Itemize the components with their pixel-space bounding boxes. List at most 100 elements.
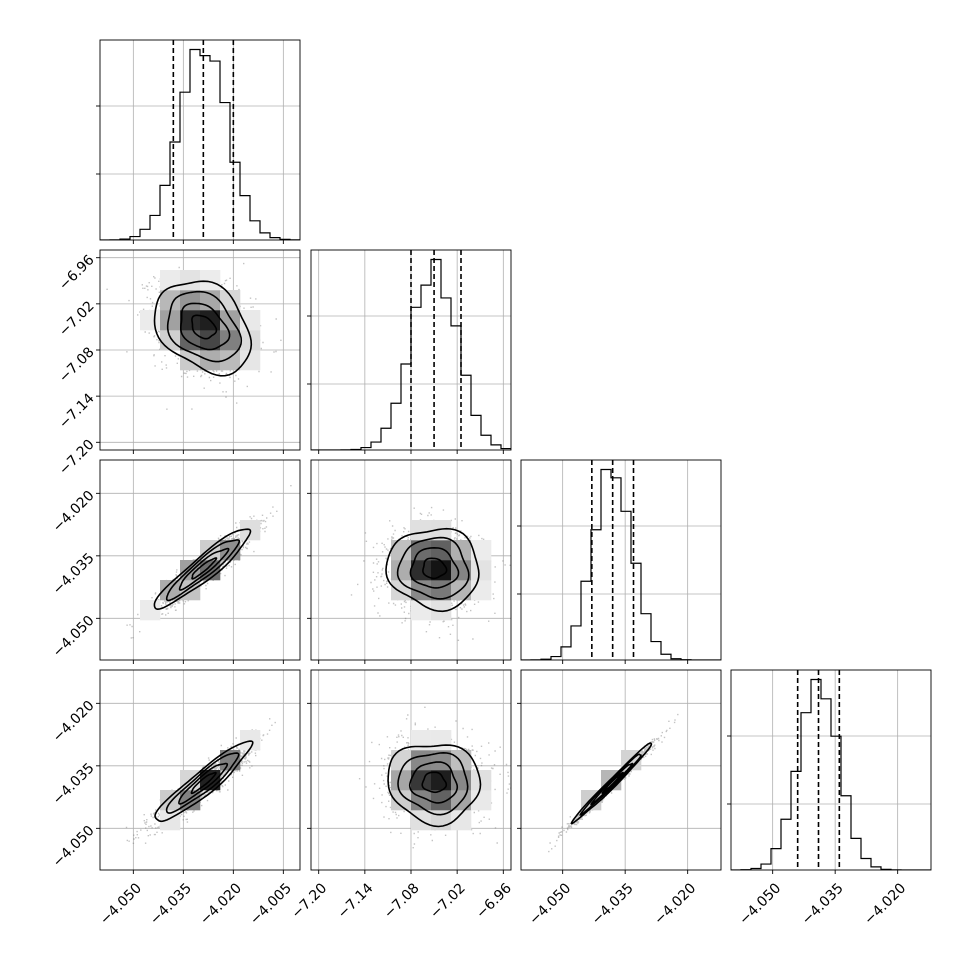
contour-2-1-1 — [409, 546, 460, 589]
xtick-label-0-1: −4.035 — [147, 880, 195, 928]
xtick-label-1-0: −7.20 — [289, 880, 331, 922]
density-cell-2-1-7-5 — [451, 540, 472, 561]
density-cell-2-1-6-4 — [431, 560, 452, 581]
density-cell-2-1-6-6 — [431, 520, 452, 541]
xtick-label-3-1: −4.035 — [799, 880, 847, 928]
density-cell-1-0-6-4 — [220, 350, 241, 371]
density-cell-1-0-3-6 — [160, 310, 181, 331]
density-cell-3-1-8-4 — [471, 770, 492, 791]
xtick-label-3-0: −4.050 — [736, 880, 784, 928]
contour-2-1-0 — [422, 557, 448, 580]
panel-1-0: −7.20 −7.14−7.08−7.02−6.96 — [56, 249, 301, 479]
panel-3-3: −4.050 −4.035 −4.020 — [727, 669, 932, 928]
contour-3-1-1 — [408, 761, 459, 804]
xtick-label-2-2: −4.020 — [651, 880, 699, 928]
contour-2-0-1 — [178, 547, 230, 591]
xtick-label-3-2: −4.020 — [861, 880, 909, 928]
density-cell-3-1-6-3 — [431, 790, 452, 811]
density-cell-2-1-4-4 — [391, 560, 412, 581]
contour-3-2-1 — [590, 762, 634, 806]
density-cell-3-1-6-5 — [431, 750, 452, 771]
density-cell-2-1-5-2 — [411, 600, 432, 621]
xtick-label-1-2: −7.08 — [381, 880, 423, 922]
ytick-label-1-1: −7.14 — [56, 390, 98, 432]
xtick-label-2-1: −4.035 — [589, 880, 637, 928]
xtick-label-1-3: −7.02 — [427, 880, 469, 922]
xtick-label-1-1: −7.14 — [335, 880, 377, 922]
density-cell-3-0-6-5 — [220, 750, 241, 771]
density-cell-3-1-4-5 — [391, 750, 412, 771]
xtick-label-0-3: −4.005 — [247, 880, 295, 928]
panel-frame-3-2 — [520, 669, 722, 871]
contour-1-0-0 — [191, 314, 218, 340]
density-cell-1-0-3-7 — [160, 290, 181, 311]
panel-frame-2-2 — [520, 459, 722, 661]
panel-frame-1-0 — [99, 249, 301, 451]
density-cell-3-1-4-4 — [391, 770, 412, 791]
density-cell-1-0-3-5 — [160, 330, 181, 351]
density-cell-1-0-4-8 — [180, 270, 201, 291]
panel-2-2 — [517, 459, 722, 664]
density-cell-2-1-4-5 — [391, 540, 412, 561]
panel-3-2: −4.050 −4.035 −4.020 — [517, 669, 722, 928]
density-cell-3-1-7-2 — [451, 810, 472, 831]
contour-2-1-3 — [385, 527, 480, 613]
ytick-label-1-4: −6.96 — [56, 252, 98, 294]
density-cell-2-1-6-2 — [431, 600, 452, 621]
density-cell-2-0-2-2 — [140, 600, 161, 621]
contour-2-0-2 — [165, 539, 241, 602]
ytick-label-2-1: −4.035 — [50, 550, 98, 598]
contour-1-0-1 — [179, 302, 231, 351]
density-cell-3-0-3-3 — [160, 790, 181, 811]
density-cell-1-0-4-6 — [180, 310, 201, 331]
xtick-label-1-4: −6.96 — [473, 880, 515, 922]
density-cell-3-1-7-5 — [451, 750, 472, 771]
ytick-label-3-2: −4.020 — [50, 698, 98, 746]
density-cell-2-1-8-5 — [471, 540, 492, 561]
ytick-label-3-1: −4.035 — [50, 760, 98, 808]
histogram-2 — [521, 468, 721, 660]
density-cell-3-1-7-4 — [451, 770, 472, 791]
contour-3-1-3 — [387, 744, 482, 828]
contour-3-0-1 — [178, 762, 229, 805]
panel-frame-3-3 — [730, 669, 932, 871]
panel-2-0: −4.050 −4.035 −4.020 — [50, 459, 301, 664]
contour-2-1-2 — [396, 536, 470, 600]
density-cell-1-0-5-8 — [200, 270, 221, 291]
density-cell-1-0-4-5 — [180, 330, 201, 351]
contour-1-0-3 — [153, 280, 253, 377]
density-cell-2-1-5-6 — [411, 520, 432, 541]
ytick-label-1-0: −7.20 — [56, 437, 98, 479]
ytick-label-3-0: −4.050 — [50, 823, 98, 871]
panel-3-0: −4.050−4.035−4.020−4.050 −4.035 −4.020 −4.0… — [50, 669, 301, 928]
histogram-3 — [731, 678, 931, 870]
panel-1-1 — [307, 249, 512, 454]
density-cell-2-1-8-3 — [471, 580, 492, 601]
contour-3-1-0 — [421, 771, 448, 794]
panel-frame-3-0 — [99, 669, 301, 871]
contour-2-0-3 — [153, 528, 252, 611]
density-cell-1-0-6-5 — [220, 330, 241, 351]
density-cell-2-1-8-4 — [471, 560, 492, 581]
contour-3-2-3 — [570, 742, 653, 825]
xtick-label-2-0: −4.050 — [526, 880, 574, 928]
contour-3-1-2 — [397, 751, 469, 816]
histogram-0 — [100, 48, 300, 240]
contour-2-0-0 — [191, 557, 218, 580]
density-cell-3-1-5-5 — [411, 750, 432, 771]
contour-3-2-2 — [579, 753, 642, 816]
density-cell-3-1-6-6 — [431, 730, 452, 751]
density-cell-1-0-5-5 — [200, 330, 221, 351]
contour-3-2-0 — [601, 771, 625, 795]
contour-1-0-2 — [166, 290, 243, 363]
xtick-label-0-2: −4.020 — [197, 880, 245, 928]
contour-3-0-0 — [190, 771, 217, 795]
contour-3-0-2 — [165, 752, 240, 814]
ytick-label-2-0: −4.050 — [50, 613, 98, 661]
density-cell-1-0-7-5 — [240, 330, 261, 351]
density-cell-3-0-7-6 — [240, 730, 261, 751]
density-cell-2-1-6-5 — [431, 540, 452, 561]
panel-3-1: −7.20 −7.14 −7.08 −7.02 −6.96 — [289, 669, 515, 922]
panel-0-0 — [96, 39, 301, 244]
